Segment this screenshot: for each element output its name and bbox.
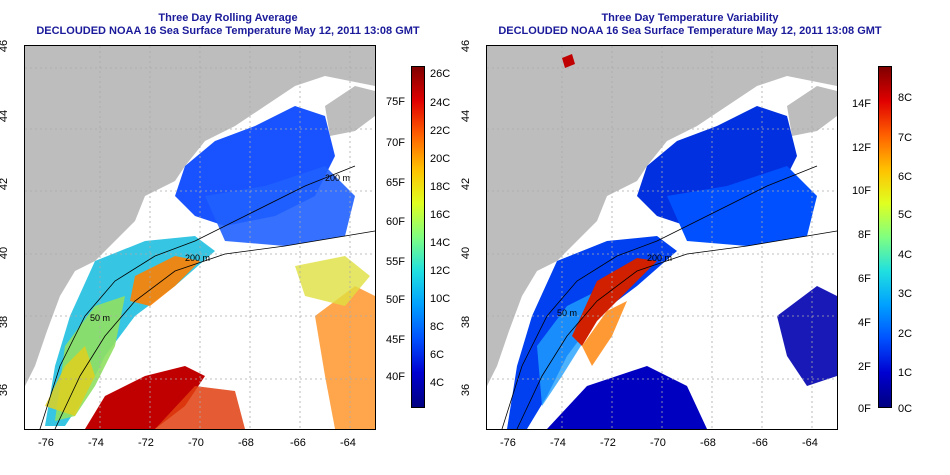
right-cbar-c: 1C bbox=[898, 367, 913, 379]
left-cbar-c: 4C bbox=[430, 377, 445, 389]
right-cbar-c: 7C bbox=[898, 132, 913, 144]
left-contour-200m bbox=[54, 230, 375, 429]
right-cbar-c: 8C bbox=[898, 92, 913, 104]
left-contour-label-1: 200 m bbox=[185, 253, 210, 263]
left-ytick: 46 bbox=[0, 39, 11, 53]
left-cbar-f: 50F bbox=[386, 294, 405, 306]
right-cbar-f: 0F bbox=[858, 403, 871, 415]
right-grid bbox=[487, 46, 837, 429]
right-cbar-f: 4F bbox=[858, 317, 871, 329]
right-map: 200 m 50 m bbox=[486, 45, 838, 430]
left-cbar-c: 22C bbox=[430, 125, 451, 137]
left-ytick: 44 bbox=[0, 109, 11, 123]
left-panel-title: Three Day Rolling Average DECLOUDED NOAA… bbox=[8, 12, 448, 38]
right-panel-title: Three Day Temperature Variability DECLOU… bbox=[470, 12, 910, 38]
right-ytick: 36 bbox=[460, 383, 473, 397]
left-xtick: -72 bbox=[138, 437, 154, 449]
left-map-svg: 200 m 200 m 50 m bbox=[25, 46, 375, 429]
left-ytick: 38 bbox=[0, 315, 11, 329]
right-xtick: -66 bbox=[752, 437, 768, 449]
right-xtick: -64 bbox=[802, 437, 818, 449]
right-cbar-f: 2F bbox=[858, 361, 871, 373]
left-cbar-c: 6C bbox=[430, 349, 445, 361]
right-var-blue2 bbox=[667, 166, 817, 246]
right-cbar-f: 10F bbox=[852, 185, 871, 197]
right-var-east bbox=[777, 286, 837, 386]
left-sst-right-orange bbox=[315, 286, 375, 429]
right-cbar-c: 0C bbox=[898, 403, 913, 415]
right-title-text: Three Day Temperature Variability bbox=[601, 12, 779, 24]
left-ytick: 36 bbox=[0, 383, 11, 397]
left-ytick: 40 bbox=[0, 246, 11, 260]
left-contour-label-3: 50 m bbox=[90, 313, 110, 323]
left-cbar-c: 12C bbox=[430, 265, 451, 277]
left-cbar-c: 8C bbox=[430, 321, 445, 333]
right-cbar-c: 3C bbox=[898, 288, 913, 300]
left-cbar-f: 45F bbox=[386, 334, 405, 346]
left-xtick: -70 bbox=[188, 437, 204, 449]
right-cbar-c: 2C bbox=[898, 328, 913, 340]
right-cbar-c: 6C bbox=[898, 171, 913, 183]
right-var-red-spot bbox=[562, 54, 575, 68]
left-sst-mid-yellow bbox=[295, 256, 370, 306]
left-cbar-c: 26C bbox=[430, 68, 451, 80]
left-sst-yellow bbox=[45, 346, 95, 416]
left-xtick: -66 bbox=[290, 437, 306, 449]
left-cbar-c: 10C bbox=[430, 293, 451, 305]
right-ytick: 44 bbox=[460, 109, 473, 123]
right-var-front bbox=[572, 258, 657, 346]
left-cbar-f: 60F bbox=[386, 216, 405, 228]
left-cbar-f: 70F bbox=[386, 137, 405, 149]
left-contour-label-2: 200 m bbox=[325, 173, 350, 183]
right-ytick: 42 bbox=[460, 177, 473, 191]
right-xtick: -72 bbox=[600, 437, 616, 449]
right-cbar-c: 5C bbox=[898, 209, 913, 221]
right-cbar-f: 8F bbox=[858, 229, 871, 241]
right-var-front2 bbox=[582, 301, 627, 366]
right-contour-200m bbox=[516, 230, 837, 429]
left-xtick: -76 bbox=[38, 437, 54, 449]
left-grid bbox=[25, 46, 375, 429]
right-ytick: 46 bbox=[460, 39, 473, 53]
right-xtick: -74 bbox=[550, 437, 566, 449]
right-cbar-f: 14F bbox=[852, 98, 871, 110]
right-ytick: 38 bbox=[460, 315, 473, 329]
right-var-south bbox=[547, 366, 707, 429]
left-colorbar bbox=[411, 66, 425, 408]
right-colorbar bbox=[878, 66, 892, 408]
left-cbar-c: 18C bbox=[430, 181, 451, 193]
left-cbar-f: 75F bbox=[386, 96, 405, 108]
right-land bbox=[487, 46, 837, 386]
left-xtick: -64 bbox=[340, 437, 356, 449]
left-xtick: -68 bbox=[238, 437, 254, 449]
right-cbar-f: 12F bbox=[852, 142, 871, 154]
left-subtitle-text: DECLOUDED NOAA 16 Sea Surface Temperatur… bbox=[36, 25, 420, 37]
right-contour-50m bbox=[501, 165, 818, 429]
right-cbar-c: 4C bbox=[898, 249, 913, 261]
left-sst-cold2 bbox=[205, 166, 355, 246]
left-cbar-f: 40F bbox=[386, 371, 405, 383]
right-contour-label-2: 50 m bbox=[557, 308, 577, 318]
right-xtick: -76 bbox=[500, 437, 516, 449]
left-xtick: -74 bbox=[88, 437, 104, 449]
left-cbar-f: 55F bbox=[386, 256, 405, 268]
left-title-text: Three Day Rolling Average bbox=[158, 12, 298, 24]
right-xtick: -70 bbox=[650, 437, 666, 449]
left-land bbox=[25, 46, 375, 386]
right-cbar-f: 6F bbox=[858, 273, 871, 285]
right-subtitle-text: DECLOUDED NOAA 16 Sea Surface Temperatur… bbox=[498, 25, 882, 37]
left-contour-50m bbox=[39, 165, 356, 429]
left-cbar-c: 24C bbox=[430, 97, 451, 109]
left-cbar-c: 14C bbox=[430, 237, 451, 249]
left-ytick: 42 bbox=[0, 177, 11, 191]
left-map: 200 m 200 m 50 m bbox=[24, 45, 376, 430]
right-map-svg: 200 m 50 m bbox=[487, 46, 837, 429]
right-xtick: -68 bbox=[700, 437, 716, 449]
right-contour-label-1: 200 m bbox=[647, 253, 672, 263]
left-cbar-f: 65F bbox=[386, 177, 405, 189]
left-cbar-c: 20C bbox=[430, 153, 451, 165]
right-ytick: 40 bbox=[460, 246, 473, 260]
left-cbar-c: 16C bbox=[430, 209, 451, 221]
